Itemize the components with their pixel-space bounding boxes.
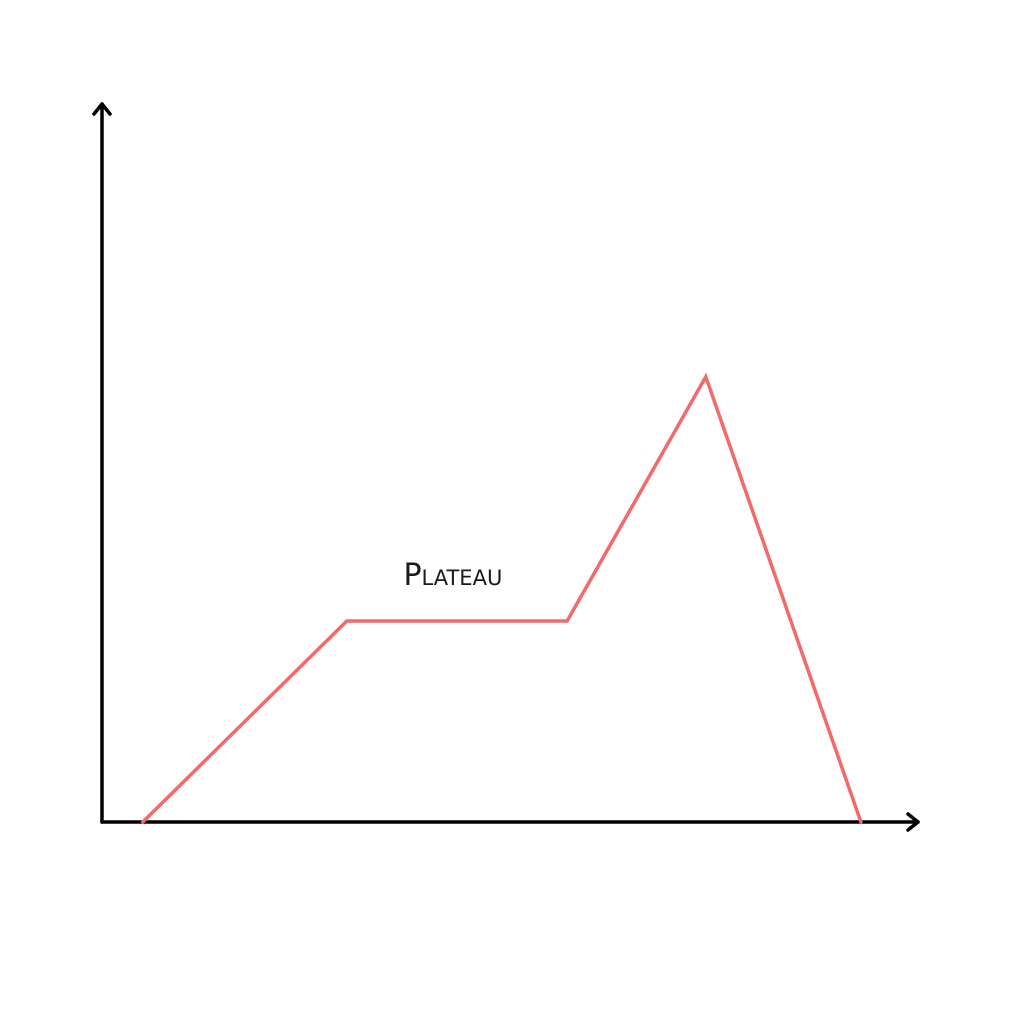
y-axis-arrowhead <box>92 102 112 116</box>
annotation-layer: Plateau <box>403 558 502 593</box>
x-axis-arrowhead <box>906 812 920 832</box>
series-line-0 <box>141 372 863 824</box>
series-layer <box>141 372 863 824</box>
annotation-label-0: Plateau <box>403 558 502 593</box>
